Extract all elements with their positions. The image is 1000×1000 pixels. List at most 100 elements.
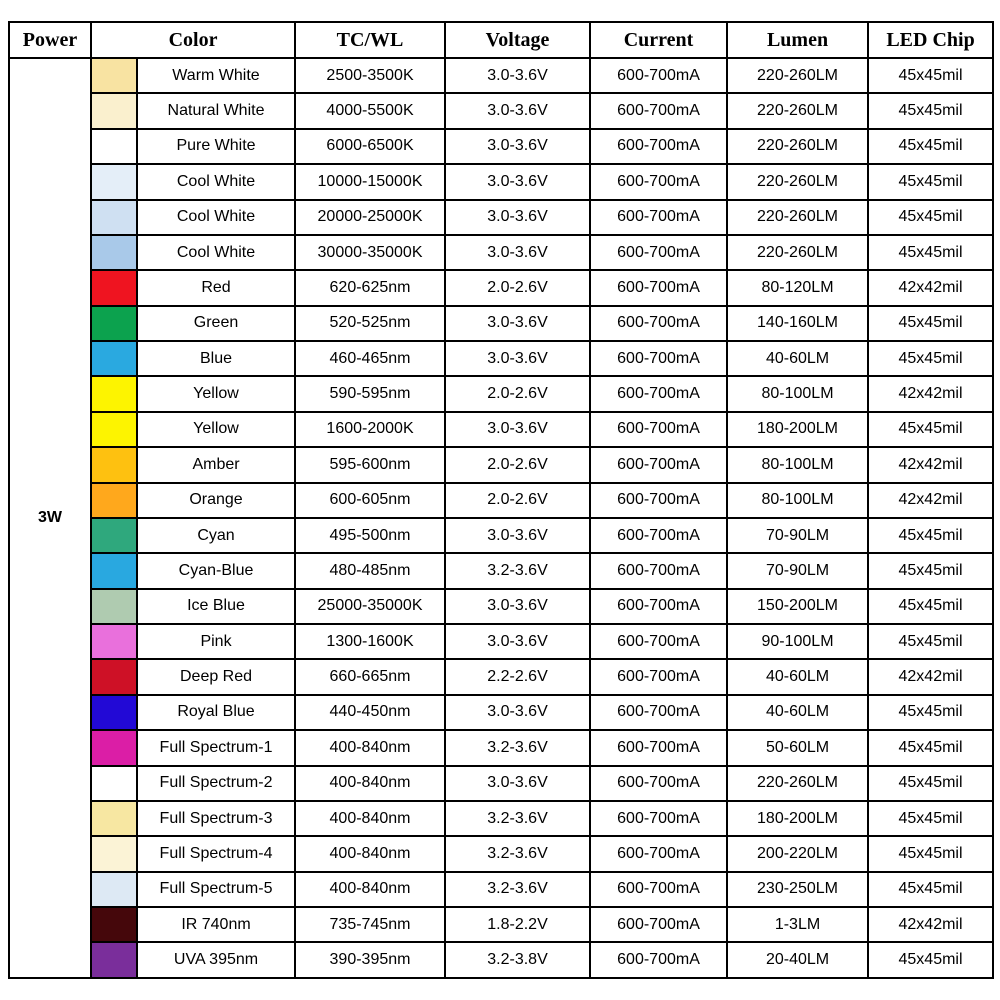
led-chip-value: 45x45mil (867, 764, 995, 802)
current-value: 600-700mA (589, 375, 729, 413)
table-row: 3W Warm White 2500-3500K 3.0-3.6V 600-700mA 2… (8, 56, 995, 979)
header-voltage: Voltage (444, 21, 592, 59)
color-name: Full Spectrum-2 (135, 764, 297, 802)
led-chip-value: 45x45mil (867, 198, 995, 236)
color-name: Cyan-Blue (135, 552, 297, 590)
led-chip-value: 45x45mil (867, 870, 995, 909)
tcwl-value: 2500-3500K (294, 56, 447, 95)
lumen-value: 150-200LM (726, 587, 870, 626)
led-chip-value: 45x45mil (867, 693, 995, 732)
color-name: Yellow (135, 410, 297, 449)
table-row: Red 620-625nm 2.0-2.6V 600-700mA 80-120LM 42x… (9, 269, 995, 307)
color-swatch (90, 269, 138, 307)
table-row: Full Spectrum-1 400-840nm 3.2-3.6V 600-700m… (9, 729, 995, 767)
led-chip-value: 45x45mil (867, 410, 995, 449)
color-swatch (90, 870, 138, 909)
lumen-value: 80-120LM (726, 269, 870, 307)
color-name: Ice Blue (135, 587, 297, 626)
header-current: Current (589, 21, 729, 59)
lumen-value: 90-100LM (726, 622, 870, 661)
color-name: Blue (135, 339, 297, 378)
current-value: 600-700mA (589, 339, 729, 378)
color-swatch (90, 905, 138, 944)
header-power: Power (8, 21, 92, 59)
tcwl-value: 10000-15000K (294, 163, 447, 201)
voltage-value: 3.0-3.6V (444, 339, 592, 378)
color-swatch (90, 552, 138, 590)
color-swatch (90, 339, 138, 378)
color-swatch (90, 729, 138, 767)
current-value: 600-700mA (589, 658, 729, 696)
tcwl-value: 440-450nm (294, 693, 447, 732)
voltage-value: 3.0-3.6V (444, 587, 592, 626)
led-chip-value: 45x45mil (867, 587, 995, 626)
color-name: Cyan (135, 516, 297, 555)
voltage-value: 2.0-2.6V (444, 446, 592, 484)
voltage-value: 1.8-2.2V (444, 905, 592, 944)
led-chip-value: 45x45mil (867, 552, 995, 590)
table-row: Full Spectrum-3 400-840nm 3.2-3.6V 600-700m… (9, 799, 995, 838)
tcwl-value: 520-525nm (294, 304, 447, 343)
voltage-value: 3.2-3.6V (444, 799, 592, 838)
color-name: Natural White (135, 92, 297, 130)
led-chip-value: 45x45mil (867, 729, 995, 767)
color-swatch (90, 693, 138, 732)
voltage-value: 2.2-2.6V (444, 658, 592, 696)
table-row: Cyan 495-500nm 3.0-3.6V 600-700mA 70-90LM 45x… (9, 516, 995, 555)
lumen-value: 200-220LM (726, 835, 870, 873)
table-row: Yellow 590-595nm 2.0-2.6V 600-700mA 80-100LM… (9, 375, 995, 413)
lumen-value: 220-260LM (726, 233, 870, 272)
led-chip-value: 45x45mil (867, 304, 995, 343)
led-chip-value: 45x45mil (867, 516, 995, 555)
current-value: 600-700mA (589, 304, 729, 343)
tcwl-value: 735-745nm (294, 905, 447, 944)
voltage-value: 3.2-3.6V (444, 870, 592, 909)
current-value: 600-700mA (589, 410, 729, 449)
lumen-value: 180-200LM (726, 799, 870, 838)
lumen-value: 220-260LM (726, 56, 870, 95)
table-row: Royal Blue 440-450nm 3.0-3.6V 600-700mA 40-6… (9, 693, 995, 732)
voltage-value: 3.2-3.6V (444, 552, 592, 590)
voltage-value: 3.0-3.6V (444, 233, 592, 272)
color-name: Orange (135, 481, 297, 519)
voltage-value: 2.0-2.6V (444, 375, 592, 413)
current-value: 600-700mA (589, 516, 729, 555)
table-row: Orange 600-605nm 2.0-2.6V 600-700mA 80-100LM… (9, 481, 995, 519)
tcwl-value: 1300-1600K (294, 622, 447, 661)
tcwl-value: 400-840nm (294, 835, 447, 873)
tcwl-value: 400-840nm (294, 764, 447, 802)
color-swatch (90, 799, 138, 838)
led-chip-value: 42x42mil (867, 658, 995, 696)
current-value: 600-700mA (589, 552, 729, 590)
led-chip-value: 45x45mil (867, 835, 995, 873)
voltage-value: 3.0-3.6V (444, 516, 592, 555)
table-row: IR 740nm 735-745nm 1.8-2.2V 600-700mA 1-3LM 4… (9, 905, 995, 944)
table-row: Pure White 6000-6500K 3.0-3.6V 600-700mA 220… (9, 127, 995, 166)
led-chip-value: 42x42mil (867, 269, 995, 307)
voltage-value: 3.0-3.6V (444, 764, 592, 802)
tcwl-value: 390-395nm (294, 941, 447, 979)
current-value: 600-700mA (589, 127, 729, 166)
voltage-value: 3.0-3.6V (444, 622, 592, 661)
color-swatch (90, 446, 138, 484)
table-row: Cool White 10000-15000K 3.0-3.6V 600-700mA 2… (9, 163, 995, 201)
lumen-value: 220-260LM (726, 127, 870, 166)
lumen-value: 70-90LM (726, 516, 870, 555)
tcwl-value: 6000-6500K (294, 127, 447, 166)
color-name: Green (135, 304, 297, 343)
current-value: 600-700mA (589, 870, 729, 909)
header-color: Color (89, 21, 297, 59)
color-swatch (90, 304, 138, 343)
tcwl-value: 400-840nm (294, 799, 447, 838)
color-swatch (90, 941, 138, 979)
lumen-value: 230-250LM (726, 870, 870, 909)
lumen-value: 1-3LM (726, 905, 870, 944)
current-value: 600-700mA (589, 693, 729, 732)
color-swatch (90, 375, 138, 413)
power-value: 3W (8, 57, 92, 979)
table-row: Green 520-525nm 3.0-3.6V 600-700mA 140-160LM… (9, 304, 995, 343)
tcwl-value: 400-840nm (294, 870, 447, 909)
color-name: Pure White (135, 127, 297, 166)
lumen-value: 220-260LM (726, 764, 870, 802)
current-value: 600-700mA (589, 233, 729, 272)
